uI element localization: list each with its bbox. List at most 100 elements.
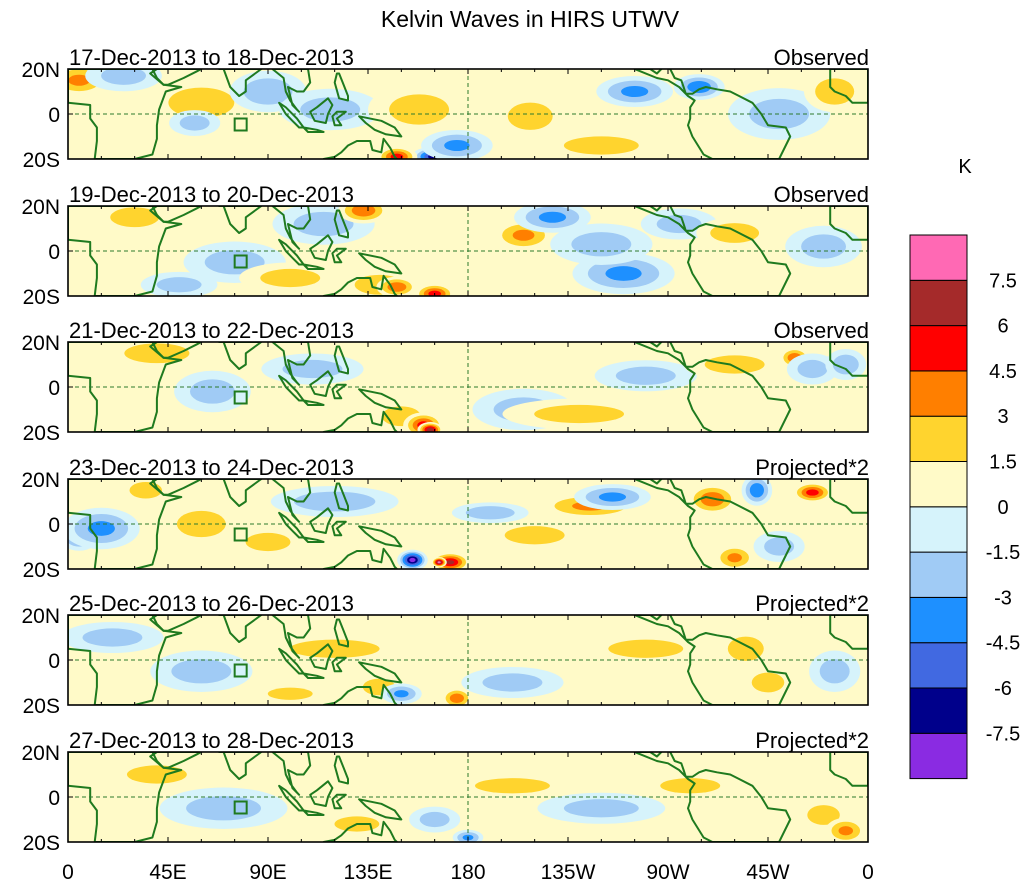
coastline [218,479,263,507]
colorbar-swatch [909,325,968,372]
lat-tick-label: 20N [21,332,60,355]
anomaly-contour [538,211,567,223]
coastline [302,672,325,679]
coastlines [68,479,868,569]
colorbar: K -7.5 -6 -4.5 -3 -1.5 0 1.5 3 4.5 6 7.5 [909,156,1020,780]
lon-tick-label: 0 [62,861,74,884]
coastlines [68,615,868,705]
anomaly-contour [171,659,232,684]
coastline [322,547,398,569]
lat-tick-label: 0 [48,104,60,127]
colorbar-swatch [909,234,968,281]
anomaly-contour [751,672,785,693]
lat-tick-label: 20S [23,559,60,582]
lat-tick-label: 20S [23,695,60,718]
coastline [633,752,792,842]
coastline [149,752,203,769]
coastline [829,206,868,241]
coastline [333,618,349,648]
coastline [633,479,792,569]
colorbar-swatch [909,732,968,780]
coastline [68,206,183,296]
coastline [271,479,312,523]
panel-date: 23-Dec-2013 to 24-Dec-2013 [69,455,354,480]
map-panel: 20N 0 20S 19-Dec-2013 to 20-Dec-2013 Observe… [21,182,869,309]
coastline [829,752,868,787]
colorbar-label: 6 [997,316,1008,338]
coastlines [68,69,868,159]
region-box [233,663,248,678]
coastline [271,342,312,386]
anomaly-contour [838,826,854,836]
coastline [331,110,347,127]
anomaly-contour [507,102,553,130]
anomaly-contour [660,778,721,794]
coastline [271,752,312,796]
panel-label: Projected*2 [755,728,869,753]
anomaly-contour [832,354,859,375]
lat-tick-label: 20S [23,422,60,445]
coastline [322,820,398,842]
colorbar-unit: K [958,156,972,178]
anomaly-contour [426,427,434,432]
coastline [331,656,347,673]
lon-tick-label: 45E [149,861,186,884]
anomaly-contour [449,693,464,704]
anomaly-contour [819,659,850,684]
map-panel: 20N 0 20S 17-Dec-2013 to 18-Dec-2013 Observe… [21,45,869,172]
anomaly-contour [727,553,742,563]
anomaly-contour [126,765,187,784]
map-panel: 20N 0 20S 21-Dec-2013 to 22-Dec-2013 Observe… [21,318,869,445]
anomaly-contour [394,690,409,698]
coastline [331,793,347,810]
anomaly-contour [446,560,455,565]
lon-tick-label: 45W [746,861,789,884]
anomaly-contour [409,557,416,563]
colorbar-label: 3 [997,406,1008,428]
anomaly-contour [289,639,380,658]
panel-date: 21-Dec-2013 to 22-Dec-2013 [69,318,354,343]
lat-tick-label: 20N [21,742,60,765]
coastline [829,342,868,377]
coastline [68,342,183,432]
anomaly-contour [389,94,450,125]
anomaly-contour [437,561,441,564]
lat-tick-label: 0 [48,650,60,673]
coastline [302,536,325,543]
coastline [829,615,868,650]
lat-tick-label: 20S [23,286,60,309]
map-panel: 20N 0 20S 27-Dec-2013 to 28-Dec-2013 Project… [21,728,869,855]
coastline [218,69,263,97]
colorbar-swatch [909,596,968,644]
lat-tick-label: 20N [21,59,60,82]
anomaly-contour [267,687,313,700]
coastline [149,615,203,632]
coastline [331,520,347,537]
panels-group: 20N 0 20S 17-Dec-2013 to 18-Dec-2013 Observe… [21,45,869,855]
anomaly-contour [598,492,627,502]
coastline [633,615,792,705]
anomaly-contour [605,266,642,281]
colorbar-label: -1.5 [986,542,1020,564]
panel-date: 17-Dec-2013 to 18-Dec-2013 [69,45,354,70]
region-box [233,390,248,405]
lat-tick-label: 20N [21,469,60,492]
longitude-axis: 0 45E 90E 135E 180 135W 90W 45W 0 [62,861,874,884]
anomaly-contour [749,98,810,130]
anomaly-contour [101,69,147,85]
panel-label: Observed [774,318,869,343]
colorbar-label: 0 [997,497,1008,519]
coastline [333,755,349,785]
coastline [68,752,183,842]
coastline [149,206,203,223]
anomaly-contour [110,207,160,228]
colorbar-swatch [909,461,968,508]
coastline [322,137,398,159]
anomaly-contour [189,379,235,404]
coastline [68,69,183,159]
coastline [358,525,403,548]
coastline [322,274,398,296]
coastline [358,115,403,138]
coastline [358,252,403,275]
